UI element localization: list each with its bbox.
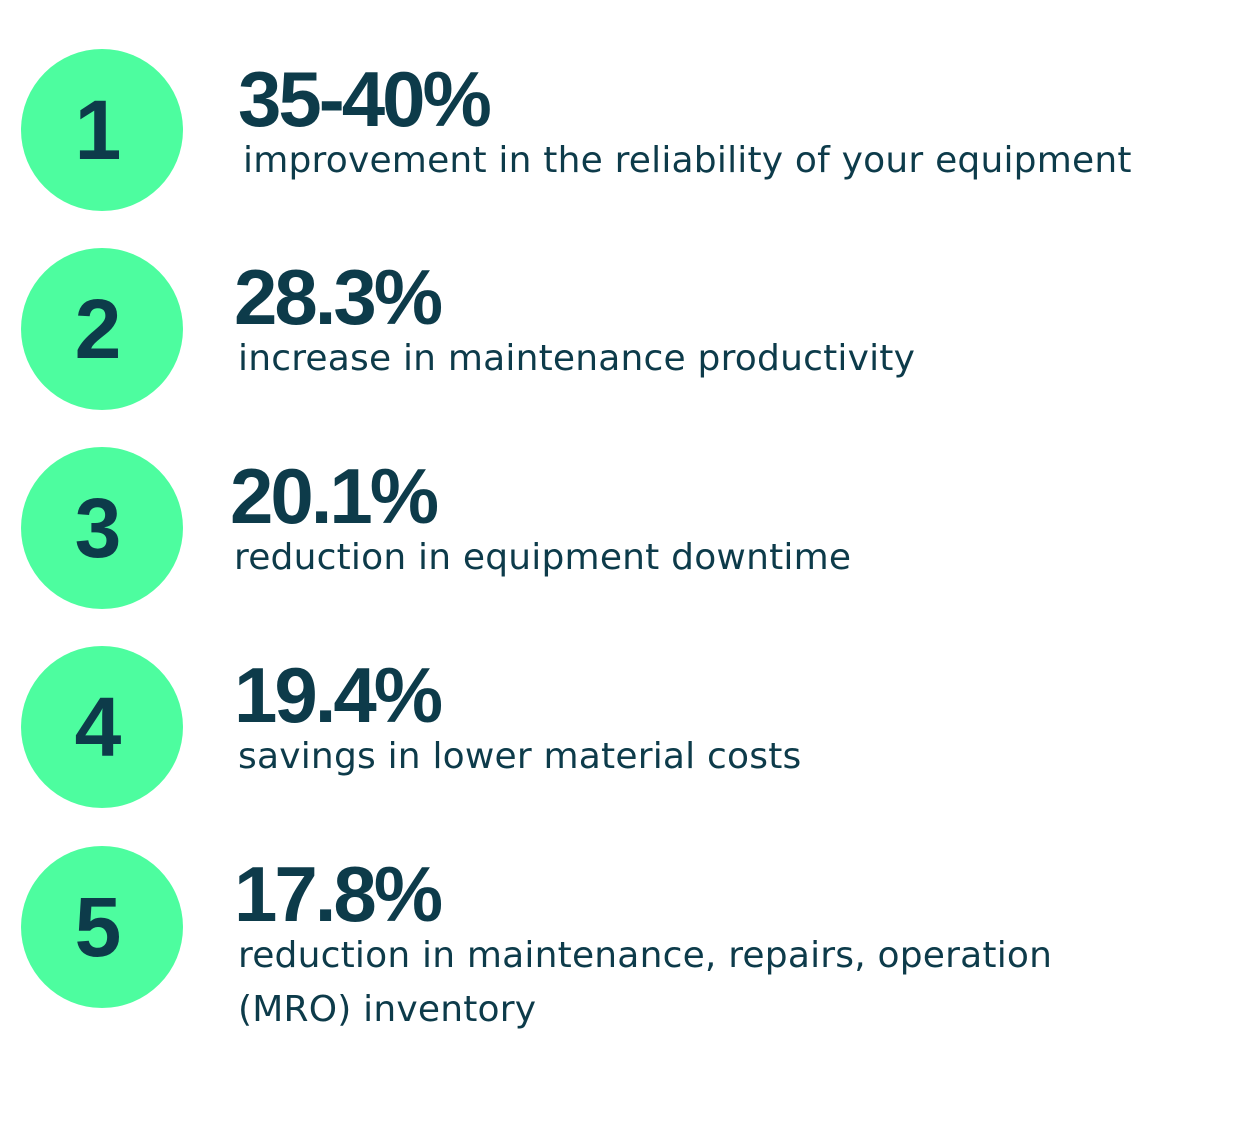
- stat-description-5-line-2: (MRO) inventory: [238, 989, 537, 1030]
- number-circle-2: 2: [21, 248, 183, 410]
- stat-number-4: 4: [74, 680, 122, 774]
- number-circle-4: 4: [21, 646, 183, 808]
- stat-item-5: 5 17.8% reduction in maintenance, repair…: [0, 0, 1258, 1030]
- stat-description-2: increase in maintenance productivity: [238, 338, 916, 379]
- number-circle-3: 3: [21, 447, 183, 609]
- stat-description-4: savings in lower material costs: [238, 736, 802, 777]
- stat-value-3: 20.1%: [230, 452, 439, 540]
- stat-number-2: 2: [74, 282, 122, 376]
- stat-description-3: reduction in equipment downtime: [234, 537, 852, 578]
- stat-item-1: 1 35-40% improvement in the reliability …: [0, 0, 1258, 211]
- stat-value-5: 17.8%: [234, 850, 443, 938]
- stat-number-3: 3: [74, 481, 122, 575]
- stat-description-5-line-1: reduction in maintenance, repairs, opera…: [238, 935, 1053, 976]
- stat-number-1: 1: [74, 83, 122, 177]
- number-circle-5: 5: [21, 846, 183, 1008]
- stat-item-2: 2 28.3% increase in maintenance producti…: [0, 0, 1258, 410]
- stat-value-2: 28.3%: [234, 253, 443, 341]
- stat-item-4: 4 19.4% savings in lower material costs: [0, 0, 1258, 808]
- stat-value-1: 35-40%: [238, 55, 492, 143]
- stat-value-4: 19.4%: [234, 651, 443, 739]
- stat-number-5: 5: [74, 880, 122, 974]
- number-circle-1: 1: [21, 49, 183, 211]
- stat-item-3: 3 20.1% reduction in equipment downtime: [0, 0, 1258, 609]
- stat-description-1: improvement in the reliability of your e…: [243, 140, 1132, 181]
